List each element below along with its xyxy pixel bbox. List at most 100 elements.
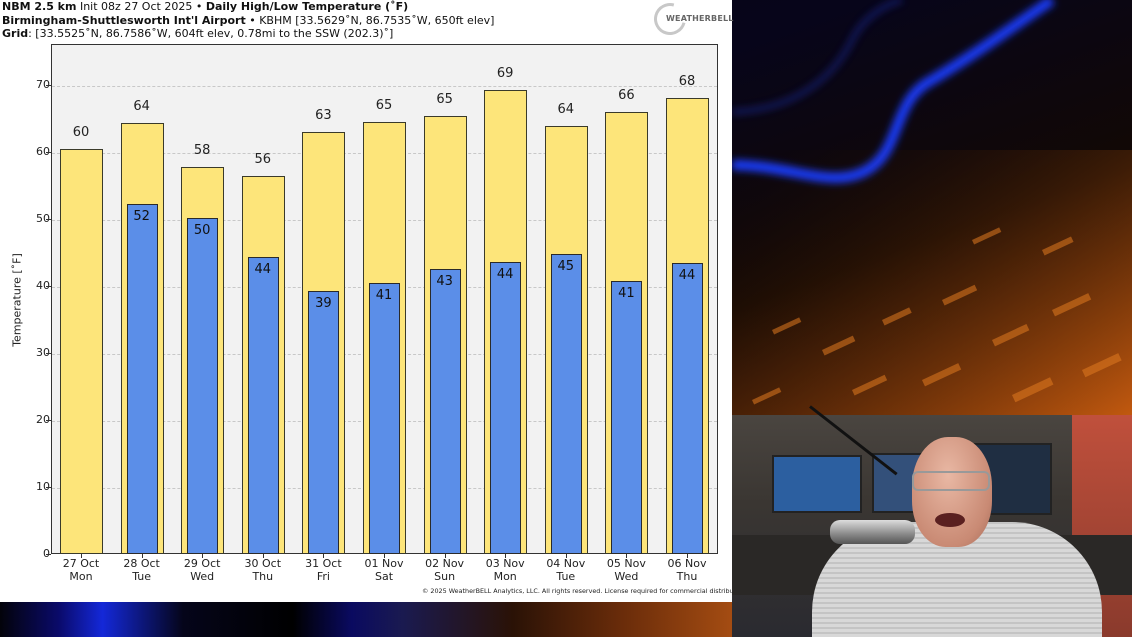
low-temp-bar bbox=[490, 261, 522, 554]
x-tick-label: 28 Oct Tue bbox=[112, 557, 172, 583]
low-temp-bar bbox=[550, 253, 582, 554]
x-tick-day: Fri bbox=[316, 570, 330, 583]
x-tick-label: 03 Nov Mon bbox=[475, 557, 535, 583]
x-tick-day: Sat bbox=[374, 570, 394, 583]
model-name: NBM 2.5 km bbox=[2, 0, 77, 13]
x-tick-label: 30 Oct Thu bbox=[233, 557, 293, 583]
x-tick-day: Thu bbox=[676, 570, 698, 583]
chart-title: Daily High/Low Temperature (˚F) bbox=[205, 0, 409, 13]
x-tick-label: 06 Nov Thu bbox=[657, 557, 717, 583]
y-tick-mark bbox=[46, 353, 51, 354]
x-tick-date: 29 Oct bbox=[183, 557, 221, 570]
y-tick-mark bbox=[46, 420, 51, 421]
x-tick-date: 05 Nov bbox=[606, 557, 646, 570]
x-tick-mark bbox=[81, 554, 82, 558]
low-temp-bar bbox=[247, 257, 279, 554]
header-line-1: NBM 2.5 km Init 08z 27 Oct 2025 • Daily … bbox=[2, 0, 494, 14]
copyright-notice: © 2025 WeatherBELL Analytics, LLC. All r… bbox=[422, 587, 748, 595]
low-temp-bar bbox=[611, 280, 643, 554]
x-tick-label: 02 Nov Sun bbox=[415, 557, 475, 583]
logo-text: WEATHERBELL bbox=[666, 14, 734, 23]
x-tick-mark bbox=[626, 554, 628, 558]
y-tick-label: 60 bbox=[36, 145, 50, 158]
studio-monitor bbox=[772, 455, 862, 513]
presenter-mouth bbox=[935, 513, 965, 527]
chart-header: NBM 2.5 km Init 08z 27 Oct 2025 • Daily … bbox=[2, 0, 494, 41]
x-tick-mark bbox=[384, 554, 385, 558]
high-temp-bar bbox=[60, 149, 103, 554]
x-tick-label: 31 Oct Fri bbox=[293, 557, 353, 583]
x-tick-label: 29 Oct Wed bbox=[172, 557, 232, 583]
low-temp-bar bbox=[187, 218, 219, 554]
x-tick-mark bbox=[202, 554, 204, 558]
y-tick-mark bbox=[46, 219, 51, 220]
high-temp-label: 65 bbox=[375, 97, 393, 113]
y-tick-label: 40 bbox=[36, 279, 50, 292]
x-tick-mark bbox=[444, 554, 446, 558]
neon-background-graphic bbox=[732, 0, 1132, 420]
x-tick-label: 01 Nov Sat bbox=[354, 557, 414, 583]
x-tick-day: Wed bbox=[190, 570, 215, 583]
y-axis-label: Temperature [˚F] bbox=[10, 253, 24, 347]
low-temp-bar bbox=[429, 268, 461, 554]
y-tick-label: 70 bbox=[36, 78, 50, 91]
x-tick-day: Tue bbox=[556, 570, 576, 583]
background-bottom-strip bbox=[0, 602, 732, 637]
low-temp-label: 45 bbox=[557, 258, 575, 274]
x-tick-mark bbox=[565, 554, 567, 558]
x-tick-mark bbox=[687, 554, 688, 558]
low-temp-label: 50 bbox=[193, 223, 211, 239]
microphone bbox=[830, 520, 915, 544]
low-temp-label: 39 bbox=[315, 296, 332, 312]
x-tick-day: Mon bbox=[69, 570, 93, 583]
header-line-3: Grid: [33.5525˚N, 86.7586˚W, 604ft elev,… bbox=[2, 27, 494, 41]
y-tick-mark bbox=[46, 554, 51, 555]
y-tick-label: 50 bbox=[36, 212, 50, 225]
high-temp-label: 64 bbox=[557, 101, 575, 117]
x-tick-mark bbox=[141, 554, 143, 558]
x-tick-date: 03 Nov bbox=[485, 557, 525, 570]
y-tick-label: 20 bbox=[36, 413, 50, 426]
high-temp-label: 56 bbox=[254, 152, 272, 168]
x-tick-date: 30 Oct bbox=[244, 557, 282, 570]
x-tick-date: 01 Nov bbox=[364, 557, 404, 570]
x-tick-date: 31 Oct bbox=[305, 557, 342, 570]
x-tick-label: 27 Oct Mon bbox=[51, 557, 111, 583]
x-tick-label: 05 Nov Wed bbox=[596, 557, 656, 583]
high-temp-label: 63 bbox=[315, 107, 332, 123]
presenter-glasses bbox=[912, 471, 990, 491]
station-name: Birmingham-Shuttlesworth Int'l Airport bbox=[2, 13, 246, 27]
high-temp-label: 64 bbox=[133, 99, 150, 115]
y-tick-mark bbox=[46, 152, 51, 153]
x-tick-date: 04 Nov bbox=[546, 557, 586, 570]
x-tick-date: 02 Nov bbox=[425, 557, 465, 570]
grid-details: : [33.5525˚N, 86.7586˚W, 604ft elev, 0.7… bbox=[28, 27, 394, 40]
y-tick-label: 30 bbox=[36, 346, 50, 359]
low-temp-bar bbox=[369, 282, 400, 554]
chart-panel: NBM 2.5 km Init 08z 27 Oct 2025 • Daily … bbox=[0, 0, 748, 602]
x-tick-mark bbox=[262, 554, 264, 558]
high-temp-label: 69 bbox=[496, 66, 514, 82]
low-temp-label: 41 bbox=[375, 287, 393, 303]
y-tick-label: 10 bbox=[36, 480, 50, 493]
x-tick-day: Thu bbox=[252, 570, 274, 583]
high-temp-label: 66 bbox=[618, 88, 635, 104]
high-temp-label: 68 bbox=[678, 74, 696, 90]
high-temp-label: 58 bbox=[193, 143, 211, 159]
y-tick-mark bbox=[46, 286, 51, 287]
low-temp-label: 43 bbox=[436, 273, 453, 289]
presenter-head bbox=[912, 437, 992, 547]
y-tick-label: 0 bbox=[30, 547, 50, 560]
x-tick-day: Sun bbox=[434, 570, 456, 583]
x-tick-day: Mon bbox=[493, 570, 517, 583]
grid-label: Grid bbox=[2, 27, 29, 40]
x-tick-mark bbox=[505, 554, 507, 558]
gridline bbox=[52, 86, 717, 87]
x-tick-mark bbox=[323, 554, 325, 558]
x-tick-day: Tue bbox=[132, 570, 151, 583]
x-tick-day: Wed bbox=[614, 570, 639, 583]
y-tick-mark bbox=[46, 487, 51, 488]
weatherbell-logo: WEATHERBELL bbox=[648, 0, 733, 41]
low-temp-label: 44 bbox=[496, 266, 514, 282]
low-temp-bar bbox=[308, 291, 340, 554]
